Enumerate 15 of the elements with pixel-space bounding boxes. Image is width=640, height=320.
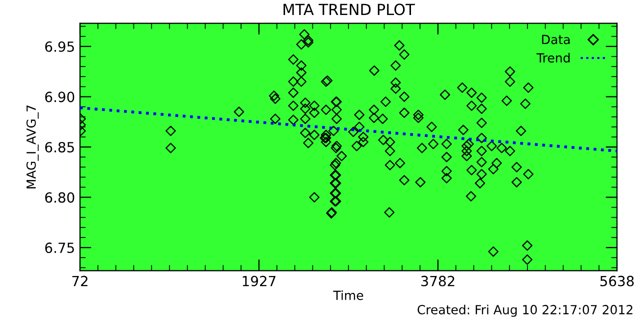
legend-label: Trend [536, 52, 570, 63]
chart-title: MTA TREND PLOT [284, 4, 415, 16]
x-axis-title: Time [333, 290, 364, 300]
x-tick-label: 72 [72, 276, 88, 286]
x-tick-label: 5638 [600, 276, 634, 286]
y-tick-label: 6.75 [45, 242, 74, 254]
y-tick-label: 6.95 [45, 41, 74, 52]
text: Created: Fri Aug 10 22:17:07 2012 [418, 304, 632, 317]
y-tick-label: 6.90 [45, 92, 74, 102]
y-axis-title: MAG_I_AVG_7 [26, 105, 39, 188]
x-tick-label: 3782 [421, 276, 454, 286]
x-tick-label: 1927 [242, 276, 276, 286]
y-tick-label: 6.80 [45, 192, 74, 203]
y-tick-label: 6.85 [45, 142, 74, 152]
legend-label: Data [542, 34, 570, 44]
